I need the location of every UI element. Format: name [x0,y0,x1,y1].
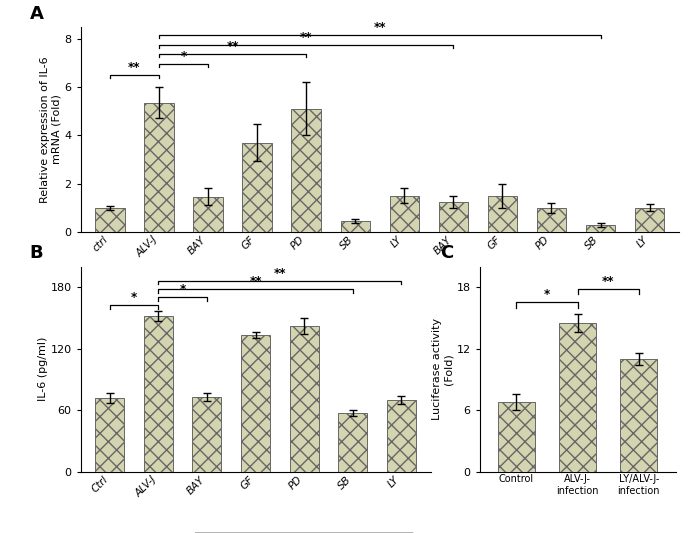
Bar [620,359,657,472]
Bar [439,201,468,232]
Bar [586,224,615,232]
Bar [241,335,270,472]
Bar [488,196,517,232]
Text: **: ** [374,21,386,34]
Bar [144,103,174,232]
Text: **: ** [249,275,262,288]
Text: *: * [131,292,137,304]
Text: *: * [544,288,550,301]
Bar [144,316,173,472]
Text: C: C [440,245,454,262]
Text: *: * [181,50,187,63]
Y-axis label: Relative expression of IL-6
mRNA (Fold): Relative expression of IL-6 mRNA (Fold) [40,56,62,203]
Bar [340,221,370,232]
Bar [338,413,368,472]
Bar [386,400,416,472]
Bar [498,402,535,472]
Y-axis label: Luciferase activity
(Fold): Luciferase activity (Fold) [432,318,454,420]
Text: **: ** [602,275,615,288]
Bar [95,398,125,472]
Text: A: A [29,5,43,22]
Bar [537,208,566,232]
Bar [390,196,419,232]
Bar [193,197,223,232]
Text: *: * [179,283,186,296]
Bar [559,323,596,472]
Bar [193,397,221,472]
Bar [95,208,125,232]
Bar [635,208,664,232]
Text: **: ** [226,41,239,53]
Text: B: B [29,245,43,262]
Text: ALV-J infection: ALV-J infection [267,314,346,324]
Text: **: ** [128,61,141,74]
Bar [242,142,272,232]
Text: **: ** [300,31,312,44]
Bar [290,326,319,472]
Bar [291,109,321,232]
Y-axis label: IL-6 (pg/ml): IL-6 (pg/ml) [38,337,48,401]
Text: **: ** [274,267,286,280]
